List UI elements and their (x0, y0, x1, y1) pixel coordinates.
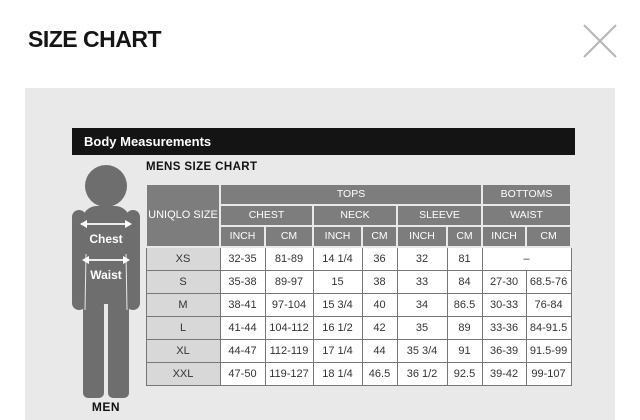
size-cell: S (145, 269, 221, 294)
table-row: M 38-41 97-104 15 3/4 40 34 86.5 30-33 76-84 (145, 292, 572, 317)
size-cell: M (145, 292, 221, 317)
value-cell: 36 (361, 246, 398, 271)
unit-header: INCH (312, 225, 363, 248)
measure-header: NECK (312, 204, 398, 227)
chest-label: Chest (89, 232, 122, 246)
measure-header: WAIST (481, 204, 573, 227)
group-header-bottoms: BOTTOMS (481, 183, 573, 206)
value-cell: 27-30 (481, 269, 527, 294)
value-cell: – (481, 246, 572, 271)
size-cell: L (145, 315, 221, 340)
measure-header: CHEST (219, 204, 314, 227)
value-cell: 42 (361, 315, 398, 340)
value-cell: 32-35 (219, 246, 266, 271)
size-cell: XXL (145, 361, 221, 386)
waist-label: Waist (90, 268, 122, 282)
table-row: S 35-38 89-97 15 38 33 84 27-30 68.5-76 (145, 269, 572, 294)
value-cell: 119-127 (264, 361, 314, 386)
value-cell: 40 (361, 292, 398, 317)
value-cell: 92.5 (446, 361, 483, 386)
unit-header: CM (361, 225, 398, 248)
value-cell: 38 (361, 269, 398, 294)
value-cell: 97-104 (264, 292, 314, 317)
value-cell: 16 1/2 (312, 315, 363, 340)
unit-header: CM (445, 225, 484, 248)
value-cell: 15 3/4 (312, 292, 363, 317)
mens-size-chart-title: MENS SIZE CHART (146, 161, 258, 173)
value-cell: 32 (396, 246, 448, 271)
body-measurements-panel: Body Measurements MENS SIZE CHART (25, 88, 615, 420)
value-cell: 46.5 (361, 361, 398, 386)
value-cell: 84 (446, 269, 483, 294)
unit-header: CM (525, 225, 573, 248)
value-cell: 33-36 (481, 315, 527, 340)
value-cell: 35-38 (219, 269, 266, 294)
group-header-tops: TOPS (218, 183, 484, 206)
value-cell: 104-112 (264, 315, 314, 340)
men-silhouette-icon: Chest Waist (72, 165, 140, 398)
unit-header: INCH (396, 225, 448, 248)
value-cell: 44-47 (219, 338, 266, 363)
value-cell: 44 (361, 338, 398, 363)
size-column-header: UNIQLO SIZE (145, 183, 221, 248)
value-cell: 34 (396, 292, 448, 317)
value-cell: 81-89 (264, 246, 314, 271)
men-figure: Chest Waist (62, 162, 150, 402)
value-cell: 36-39 (481, 338, 527, 363)
size-cell: XL (145, 338, 221, 363)
value-cell: 39-42 (481, 361, 527, 386)
value-cell: 35 3/4 (396, 338, 448, 363)
close-icon (583, 23, 617, 58)
measure-header: SLEEVE (395, 204, 484, 227)
size-cell: XS (145, 246, 221, 271)
value-cell: 15 (312, 269, 363, 294)
table-row: XS 32-35 81-89 14 1/4 36 32 81– (145, 246, 572, 271)
table-row: XXL 47-50 119-127 18 1/4 46.5 36 1/2 92.5 39-42… (145, 361, 572, 386)
value-cell: 99-107 (525, 361, 572, 386)
close-button[interactable] (578, 20, 622, 64)
value-cell: 30-33 (481, 292, 527, 317)
value-cell: 14 1/4 (312, 246, 363, 271)
value-cell: 112-119 (264, 338, 314, 363)
value-cell: 68.5-76 (525, 269, 572, 294)
value-cell: 84-91.5 (525, 315, 572, 340)
waist-arrow-icon (82, 256, 130, 264)
unit-header: INCH (481, 225, 528, 248)
value-cell: 17 1/4 (312, 338, 363, 363)
chest-arrow-icon (80, 220, 132, 228)
value-cell: 36 1/2 (396, 361, 448, 386)
unit-header: CM (264, 225, 314, 248)
page-title: SIZE CHART (28, 26, 162, 52)
unit-header: INCH (219, 225, 266, 248)
table-row: L 41-44 104-112 16 1/2 42 35 89 33-36 84-91.5 (145, 315, 572, 340)
value-cell: 47-50 (219, 361, 266, 386)
figure-caption: MEN (91, 400, 121, 414)
value-cell: 18 1/4 (312, 361, 363, 386)
section-header: Body Measurements (72, 128, 575, 155)
value-cell: 33 (396, 269, 448, 294)
value-cell: 35 (396, 315, 448, 340)
value-cell: 86.5 (446, 292, 483, 317)
value-cell: 38-41 (219, 292, 266, 317)
value-cell: 76-84 (525, 292, 572, 317)
value-cell: 81 (446, 246, 483, 271)
value-cell: 91 (446, 338, 483, 363)
value-cell: 89 (446, 315, 483, 340)
value-cell: 41-44 (219, 315, 266, 340)
table-row: XL 44-47 112-119 17 1/4 44 35 3/4 91 36-39 91.5-… (145, 338, 572, 363)
value-cell: 91.5-99 (525, 338, 572, 363)
size-table: UNIQLO SIZE TOPS BOTTOMS CHEST NECK SLEEVE… (145, 183, 573, 386)
value-cell: 89-97 (264, 269, 314, 294)
